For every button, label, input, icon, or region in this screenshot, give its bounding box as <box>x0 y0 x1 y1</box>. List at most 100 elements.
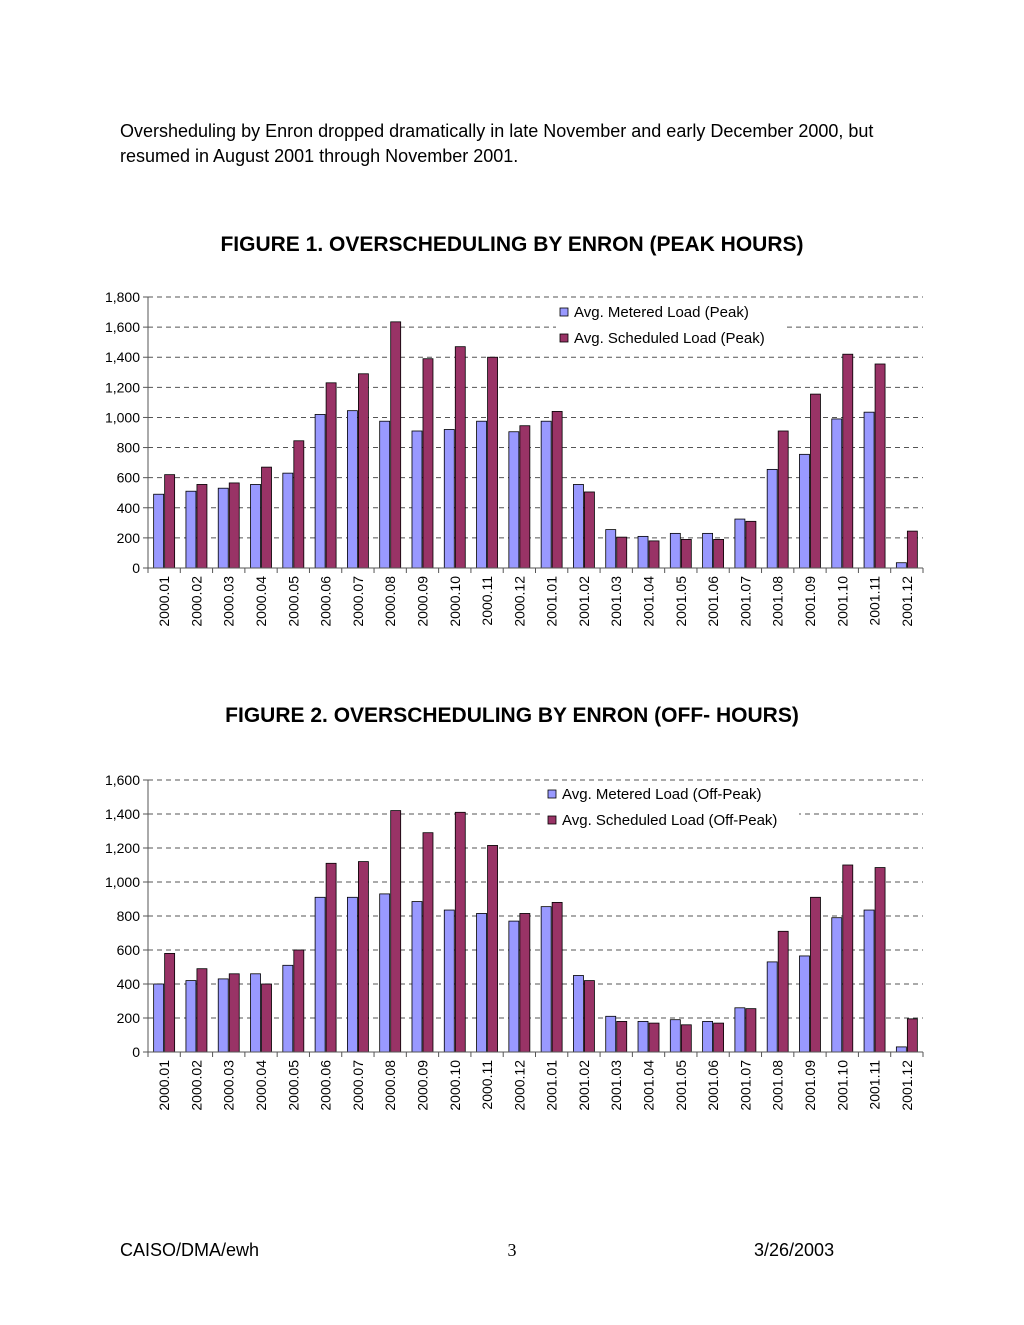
bar-scheduled <box>777 930 789 1053</box>
x-tick-label: 2000.03 <box>221 1060 237 1111</box>
bar-scheduled <box>810 896 821 1053</box>
bar-scheduled <box>293 949 305 1053</box>
bar-metered <box>346 410 358 569</box>
bar-metered <box>637 535 649 569</box>
bar-scheduled <box>584 980 595 1053</box>
x-tick-label: 2001.02 <box>576 576 592 627</box>
bar-metered <box>250 484 261 569</box>
bar-scheduled <box>745 1008 757 1053</box>
x-tick-label: 2001.08 <box>770 576 786 627</box>
bar-metered <box>282 964 294 1053</box>
bar-scheduled <box>551 411 563 569</box>
x-tick-label: 2001.04 <box>641 1060 657 1111</box>
bar-metered <box>282 472 294 569</box>
y-tick-label: 800 <box>117 440 141 456</box>
x-tick-label: 2000.06 <box>318 1060 334 1111</box>
figure-1-title: FIGURE 1. OVERSCHEDULING BY ENRON (PEAK … <box>220 233 804 256</box>
bar-metered <box>895 1046 907 1053</box>
y-tick-label: 1,000 <box>105 409 140 425</box>
x-tick-label: 2001.07 <box>737 576 753 627</box>
bar-metered <box>831 917 843 1053</box>
y-tick-label: 1,600 <box>105 319 140 335</box>
x-tick-label: 2000.02 <box>188 576 204 627</box>
bar-metered <box>702 532 714 569</box>
bar-metered <box>540 420 552 569</box>
x-tick-label: 2000.09 <box>414 576 430 627</box>
bar-metered <box>766 961 778 1053</box>
bar-metered <box>895 562 907 569</box>
x-tick-label: 2000.12 <box>511 1060 527 1111</box>
bar-scheduled <box>487 845 498 1053</box>
bar-scheduled <box>906 1018 918 1053</box>
legend-swatch <box>547 789 557 799</box>
bar-metered <box>799 955 810 1053</box>
bar-metered <box>153 983 165 1053</box>
x-tick-label: 2001.10 <box>834 576 850 627</box>
bar-scheduled <box>842 353 854 569</box>
bar-scheduled <box>777 430 789 569</box>
bar-scheduled <box>874 867 886 1053</box>
bar-metered <box>411 430 423 569</box>
bar-scheduled <box>454 811 466 1053</box>
x-tick-label: 2000.06 <box>318 576 334 627</box>
bar-scheduled <box>196 968 208 1053</box>
bar-scheduled <box>390 321 402 569</box>
bar-metered <box>605 1015 617 1053</box>
legend-swatch <box>547 815 557 825</box>
x-tick-label: 2001.11 <box>867 576 883 626</box>
legend-background <box>556 300 786 354</box>
legend-swatch <box>559 307 569 317</box>
bar-metered <box>217 978 229 1053</box>
footer-page-number: 3 <box>507 1240 517 1260</box>
bar-metered <box>153 493 165 569</box>
bar-scheduled <box>357 373 369 569</box>
x-tick-label: 2000.08 <box>382 1060 398 1111</box>
x-tick-label: 2001.09 <box>802 576 818 627</box>
x-tick-label: 2000.01 <box>156 576 172 627</box>
bar-metered <box>831 418 843 569</box>
legend-label: Avg. Metered Load (Off-Peak) <box>562 786 762 803</box>
bar-metered <box>734 518 746 569</box>
bar-metered <box>508 920 520 1053</box>
y-tick-label: 1,000 <box>105 874 140 890</box>
x-tick-label: 2001.10 <box>834 1060 850 1111</box>
bar-scheduled <box>551 901 563 1053</box>
bar-metered <box>379 893 391 1053</box>
bar-scheduled <box>616 1020 628 1053</box>
bar-metered <box>185 490 197 569</box>
bar-metered <box>314 414 326 569</box>
y-tick-label: 400 <box>117 976 141 992</box>
y-tick-label: 600 <box>117 942 141 958</box>
bar-metered <box>540 906 552 1053</box>
bar-metered <box>476 420 487 569</box>
bar-metered <box>863 411 875 569</box>
x-tick-label: 2001.03 <box>608 576 624 627</box>
x-tick-label: 2001.04 <box>641 576 657 627</box>
bar-scheduled <box>810 393 821 569</box>
bar-scheduled <box>616 536 628 569</box>
bar-scheduled <box>519 425 531 569</box>
bar-metered <box>476 913 487 1053</box>
x-tick-label: 2001.12 <box>899 576 915 627</box>
y-tick-label: 1,800 <box>105 289 140 305</box>
bar-scheduled <box>680 538 692 569</box>
bar-scheduled <box>422 358 434 569</box>
bar-metered <box>508 431 520 569</box>
x-tick-label: 2001.07 <box>737 1060 753 1111</box>
bar-metered <box>185 980 197 1053</box>
y-tick-label: 200 <box>117 1010 141 1026</box>
bar-metered <box>605 529 617 569</box>
bar-metered <box>443 429 455 569</box>
y-tick-label: 600 <box>117 470 141 486</box>
x-tick-label: 2001.11 <box>867 1060 883 1110</box>
x-tick-label: 2000.07 <box>350 576 366 627</box>
legend-background <box>544 782 799 836</box>
y-tick-label: 0 <box>132 560 140 576</box>
x-tick-label: 2001.01 <box>544 1060 560 1111</box>
bar-scheduled <box>648 540 660 569</box>
y-tick-label: 400 <box>117 500 141 516</box>
bar-scheduled <box>422 832 434 1053</box>
x-tick-label: 2000.11 <box>479 576 495 626</box>
y-tick-label: 200 <box>117 530 141 546</box>
bar-scheduled <box>487 356 498 569</box>
